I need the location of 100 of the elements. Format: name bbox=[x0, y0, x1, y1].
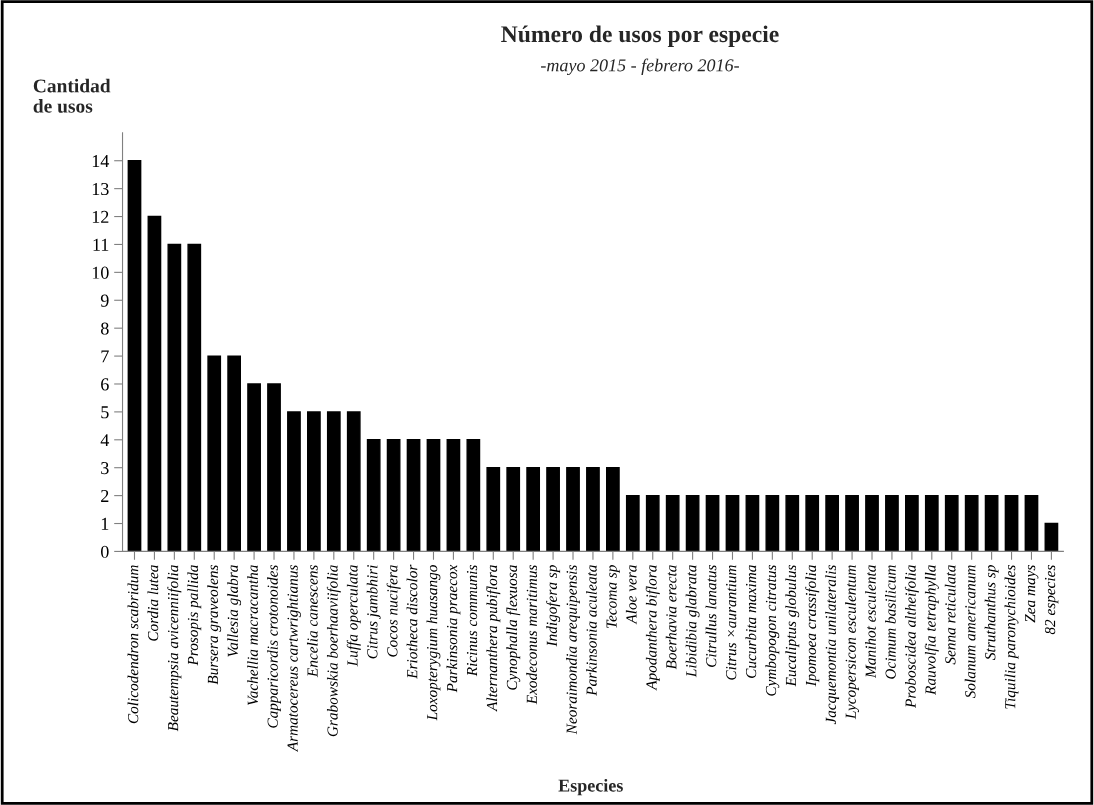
x-tick-label: Aloe vera bbox=[625, 565, 637, 625]
x-tick-label: Struthanthus sp bbox=[984, 565, 999, 660]
bar bbox=[426, 439, 441, 552]
x-tick-label: Cordia lutea bbox=[147, 565, 159, 641]
bar bbox=[645, 494, 660, 552]
bar bbox=[984, 494, 999, 552]
bar bbox=[1004, 494, 1019, 552]
bar bbox=[127, 160, 142, 552]
x-tick-label: Parkinsonia aculeata bbox=[586, 565, 597, 696]
y-tick-label: 4 bbox=[100, 434, 110, 447]
x-tick-label: Neoraimondia arequipensis bbox=[566, 565, 580, 735]
bar bbox=[446, 439, 461, 552]
bar bbox=[466, 439, 481, 552]
chart-subtitle: -mayo 2015 - febrero 2016- bbox=[541, 58, 739, 76]
bar bbox=[885, 494, 899, 552]
bar bbox=[326, 411, 341, 552]
y-tick-label: 2 bbox=[101, 489, 109, 502]
x-tick-label: Alternanthera pubiflora bbox=[486, 565, 501, 712]
x-tick-label: Jacquemontia unilateralis bbox=[825, 565, 840, 725]
x-tick-label: Tiquilia paronychioides bbox=[1004, 565, 1019, 709]
x-tick-label: Manihot esculenta bbox=[865, 565, 876, 679]
y-axis-title: Cantidad de usos bbox=[33, 78, 111, 113]
bar bbox=[346, 411, 361, 552]
x-tick-label: Tecoma sp bbox=[606, 565, 620, 628]
x-tick-label: Indigofera sp bbox=[546, 565, 561, 647]
x-axis-title: Especies bbox=[558, 778, 623, 796]
bar bbox=[506, 467, 521, 552]
y-tick-label: 11 bbox=[93, 238, 109, 251]
y-tick-label: 3 bbox=[101, 462, 109, 475]
y-tick-label: 1 bbox=[101, 517, 109, 530]
x-tick-label: Cucurbita maxima bbox=[745, 565, 757, 678]
x-tick-label: Ipomoea crassifolia bbox=[805, 565, 820, 687]
x-tick-label: Zea mays bbox=[1025, 565, 1039, 623]
bar bbox=[486, 467, 501, 552]
x-tick-label: Prosopis pallida bbox=[187, 565, 202, 666]
x-tick-label: Eucaliptus globulus bbox=[785, 565, 800, 687]
x-tick-label: Cynophalla flexuosa bbox=[506, 565, 521, 690]
bar bbox=[924, 494, 939, 552]
bar bbox=[606, 467, 620, 552]
bar bbox=[745, 494, 760, 552]
x-tick-label: Citrus jambhiri bbox=[366, 565, 381, 659]
x-tick-label: Citrullus lanatus bbox=[705, 565, 717, 667]
x-tick-label: Lycopersicon esculentum bbox=[845, 565, 860, 720]
bar bbox=[366, 439, 381, 552]
bar bbox=[227, 355, 242, 552]
x-tick-label: Grabowskia boerhaaviifolia bbox=[326, 565, 341, 737]
bar bbox=[845, 494, 859, 552]
bar bbox=[247, 383, 261, 552]
y-tick-label: 12 bbox=[92, 210, 109, 223]
bar bbox=[386, 439, 401, 552]
x-tick-label: Ricinus communis bbox=[466, 565, 478, 677]
bar bbox=[586, 467, 600, 552]
chart-title: Número de usos por especie bbox=[501, 25, 779, 47]
y-tick-label: 9 bbox=[100, 294, 109, 307]
bar bbox=[685, 494, 700, 552]
x-tick-label: Eriotheca discolor bbox=[406, 564, 418, 679]
bar bbox=[207, 355, 222, 552]
x-tick-label: Armatocereus cartwrightianus bbox=[287, 565, 301, 753]
x-tick-label: Libidibia glabrata bbox=[685, 565, 700, 678]
y-tick-label: 5 bbox=[101, 406, 109, 419]
bar bbox=[765, 494, 780, 552]
bar bbox=[307, 411, 321, 552]
y-tick-label: 7 bbox=[101, 350, 109, 363]
bar bbox=[566, 467, 580, 552]
y-tick-label: 14 bbox=[92, 155, 110, 167]
bar bbox=[147, 215, 162, 552]
x-tick-label: Citrus ×aurantium bbox=[726, 565, 737, 680]
x-tick-label: Proboscidea altheifolia bbox=[904, 565, 919, 708]
bar bbox=[625, 494, 640, 552]
bar bbox=[944, 494, 959, 552]
x-tick-label: Senna reticulata bbox=[944, 565, 956, 665]
bar bbox=[406, 439, 421, 552]
y-tick-label: 10 bbox=[92, 266, 109, 279]
x-tick-label: Boerhavia erecta bbox=[665, 565, 677, 670]
bar bbox=[805, 494, 820, 552]
bar bbox=[865, 494, 879, 552]
bar bbox=[825, 494, 840, 552]
bar bbox=[1024, 494, 1039, 552]
x-tick-label: Bursera graveolens bbox=[207, 565, 222, 685]
x-tick-label: Apodanthera biflora bbox=[645, 565, 660, 691]
x-tick-label: Beautempsia avicenniifolia bbox=[167, 565, 182, 732]
bar bbox=[725, 494, 740, 552]
x-tick-label: Parkinsonia praecox bbox=[446, 564, 461, 693]
x-tick-label: Cymbopogon citratus bbox=[765, 565, 780, 696]
x-tick-label: Rauvolfia tetraphylla bbox=[924, 565, 939, 695]
bar bbox=[1044, 522, 1059, 552]
x-tick-label: 82 especies bbox=[1044, 565, 1059, 635]
bar bbox=[267, 383, 281, 552]
bar bbox=[964, 494, 979, 552]
x-tick-label: Exodeconus maritimus bbox=[526, 565, 537, 705]
x-tick-label: Solanum americanum bbox=[964, 565, 976, 699]
x-tick-label: Cocos nucifera bbox=[386, 565, 401, 657]
y-tick-label: 13 bbox=[92, 182, 109, 196]
bar bbox=[546, 467, 560, 552]
bar bbox=[167, 243, 182, 552]
x-tick-label: Ocimum basilicum bbox=[885, 565, 896, 679]
bar bbox=[785, 494, 800, 552]
bar bbox=[705, 494, 720, 552]
x-tick-label: Loxopterygium huasango bbox=[426, 565, 441, 721]
x-tick-label: Encelia canescens bbox=[306, 565, 318, 678]
